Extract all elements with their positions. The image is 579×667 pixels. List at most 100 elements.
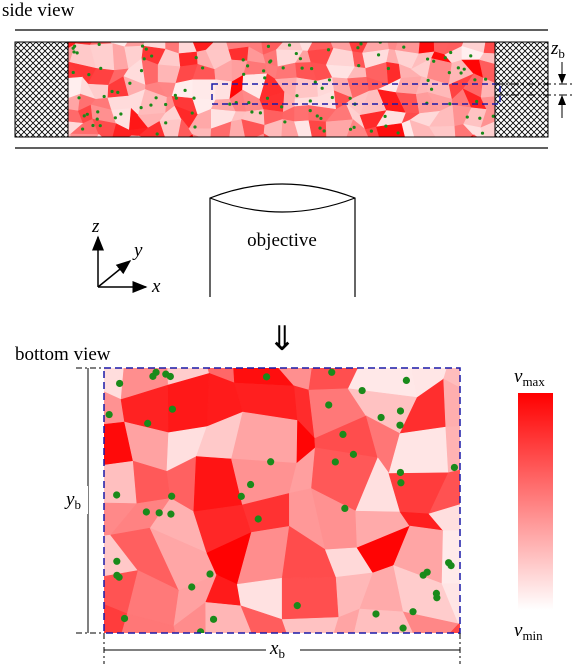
particle bbox=[396, 131, 400, 135]
cell bbox=[327, 139, 348, 158]
particle bbox=[313, 80, 317, 84]
particle bbox=[144, 419, 152, 427]
particle bbox=[97, 42, 101, 46]
cell bbox=[104, 604, 128, 633]
cell bbox=[409, 119, 437, 137]
cell bbox=[418, 42, 435, 55]
particle bbox=[194, 56, 198, 60]
symbol: ν bbox=[514, 366, 523, 387]
cell bbox=[281, 617, 340, 633]
bottom-view-label: bottom view bbox=[15, 344, 111, 365]
particle bbox=[269, 59, 273, 63]
particle bbox=[372, 610, 380, 618]
particle bbox=[254, 515, 262, 523]
particle bbox=[142, 508, 150, 516]
particle bbox=[425, 57, 430, 61]
particle bbox=[480, 131, 485, 135]
particle bbox=[192, 96, 196, 100]
particle bbox=[75, 51, 79, 55]
focal-slab bbox=[211, 83, 501, 105]
colorbar-max: νmax bbox=[514, 366, 545, 389]
subscript: min bbox=[522, 628, 543, 643]
side-frame bbox=[67, 41, 496, 138]
particle bbox=[81, 127, 85, 131]
particle bbox=[358, 386, 366, 395]
symbol: y bbox=[64, 489, 75, 510]
particle bbox=[183, 88, 187, 93]
y-label: y bbox=[132, 240, 143, 261]
particle bbox=[113, 557, 121, 565]
cell bbox=[229, 139, 250, 160]
particle bbox=[91, 123, 95, 128]
particle bbox=[352, 125, 356, 129]
particle bbox=[115, 573, 123, 581]
bottom-frame bbox=[103, 367, 461, 634]
symbol: z bbox=[550, 38, 559, 59]
particle bbox=[188, 583, 196, 591]
particle bbox=[465, 115, 469, 119]
side-view-label: side view bbox=[2, 0, 75, 21]
cell bbox=[469, 134, 475, 137]
cell bbox=[499, 139, 517, 152]
particle bbox=[87, 73, 91, 77]
particle bbox=[326, 48, 331, 52]
particle bbox=[96, 110, 100, 114]
particle bbox=[196, 628, 205, 633]
particle bbox=[348, 127, 353, 131]
objective-lens bbox=[209, 197, 356, 213]
particle bbox=[164, 102, 168, 107]
particle bbox=[228, 102, 232, 106]
particle bbox=[348, 96, 352, 100]
particle bbox=[315, 114, 319, 118]
particle bbox=[99, 66, 103, 70]
y-axis bbox=[97, 260, 132, 288]
particle bbox=[402, 376, 410, 385]
particle bbox=[319, 116, 323, 121]
particle bbox=[166, 372, 174, 381]
cell bbox=[483, 42, 495, 54]
x-label: x bbox=[151, 276, 161, 297]
cell bbox=[263, 133, 270, 137]
particle bbox=[369, 129, 373, 133]
particle bbox=[247, 101, 251, 105]
particle bbox=[450, 463, 459, 472]
label-bg bbox=[266, 638, 300, 660]
particle bbox=[386, 66, 391, 71]
cell bbox=[367, 139, 389, 150]
cell bbox=[428, 126, 456, 137]
particle bbox=[341, 504, 349, 513]
cell bbox=[215, 79, 233, 101]
particle bbox=[113, 116, 117, 120]
particle bbox=[155, 509, 163, 517]
particle bbox=[419, 571, 427, 579]
particle bbox=[475, 99, 479, 104]
particle bbox=[246, 480, 255, 489]
particle bbox=[298, 57, 303, 61]
particle bbox=[128, 81, 132, 85]
cell bbox=[441, 530, 460, 585]
cell bbox=[137, 120, 166, 137]
particle bbox=[318, 126, 322, 130]
cell bbox=[428, 469, 460, 515]
cell bbox=[70, 133, 100, 137]
cell bbox=[462, 123, 485, 137]
cell bbox=[313, 139, 336, 158]
particle bbox=[242, 72, 246, 76]
particle bbox=[258, 111, 263, 115]
particle bbox=[110, 89, 114, 94]
cell bbox=[137, 135, 144, 137]
particle bbox=[250, 110, 254, 114]
particle bbox=[267, 458, 275, 466]
cell bbox=[307, 42, 334, 52]
cell bbox=[294, 105, 310, 122]
particle bbox=[287, 43, 292, 47]
cell bbox=[263, 119, 284, 137]
subscript: b bbox=[74, 497, 81, 512]
particle bbox=[102, 94, 106, 99]
particle bbox=[356, 46, 360, 50]
particle bbox=[426, 78, 430, 82]
cell bbox=[131, 135, 140, 137]
cell bbox=[96, 134, 103, 137]
particle bbox=[266, 44, 271, 49]
